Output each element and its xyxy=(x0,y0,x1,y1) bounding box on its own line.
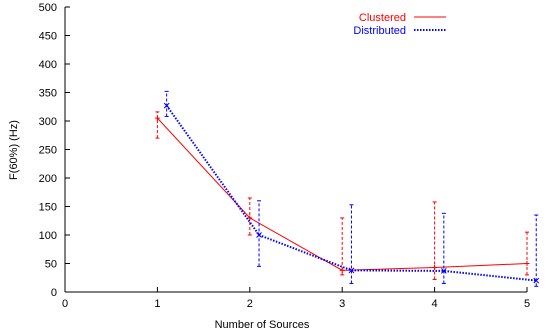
y-tick-label: 450 xyxy=(39,31,57,43)
x-tick-label: 4 xyxy=(432,298,438,310)
x-axis-label: Number of Sources xyxy=(215,319,310,331)
data-point xyxy=(440,268,447,274)
series-line xyxy=(165,105,537,282)
y-tick-label: 350 xyxy=(39,88,57,100)
y-tick-label: 100 xyxy=(39,230,57,242)
data-point xyxy=(163,102,170,109)
y-ticks: 0 50 100 150 200 250 300 350 400 450 500 xyxy=(39,2,70,299)
legend-label: Clustered xyxy=(359,12,406,24)
data-point xyxy=(247,215,253,221)
x-tick-label: 3 xyxy=(339,298,345,310)
y-tick-label: 200 xyxy=(39,173,57,185)
data-point xyxy=(524,261,530,266)
legend-label: Distributed xyxy=(353,25,406,37)
y-tick-label: 0 xyxy=(51,287,57,299)
x-tick-label: 2 xyxy=(247,298,253,310)
x-tick-label: 0 xyxy=(62,298,68,310)
data-point xyxy=(348,267,355,274)
y-tick-label: 250 xyxy=(39,145,57,157)
legend-item-distributed: Distributed xyxy=(353,25,446,37)
data-point xyxy=(154,115,160,121)
x-ticks: 0 1 2 3 4 5 xyxy=(62,287,530,310)
x-tick-label: 1 xyxy=(154,298,160,310)
y-tick-label: 150 xyxy=(39,202,57,214)
y-tick-label: 500 xyxy=(39,2,57,14)
data-point xyxy=(432,264,438,270)
y-tick-label: 400 xyxy=(39,59,57,71)
data-point xyxy=(533,277,540,284)
series-layer xyxy=(154,90,540,287)
data-point xyxy=(256,232,262,238)
x-tick-label: 5 xyxy=(524,298,530,310)
series-clustered xyxy=(154,111,530,280)
y-axis-label: F(60%) (Hz) xyxy=(8,120,20,180)
series-distributed xyxy=(163,90,540,287)
y-tick-label: 50 xyxy=(45,259,57,271)
y-tick-label: 300 xyxy=(39,116,57,128)
legend-item-clustered: Clustered xyxy=(359,12,446,24)
data-point xyxy=(339,267,345,273)
